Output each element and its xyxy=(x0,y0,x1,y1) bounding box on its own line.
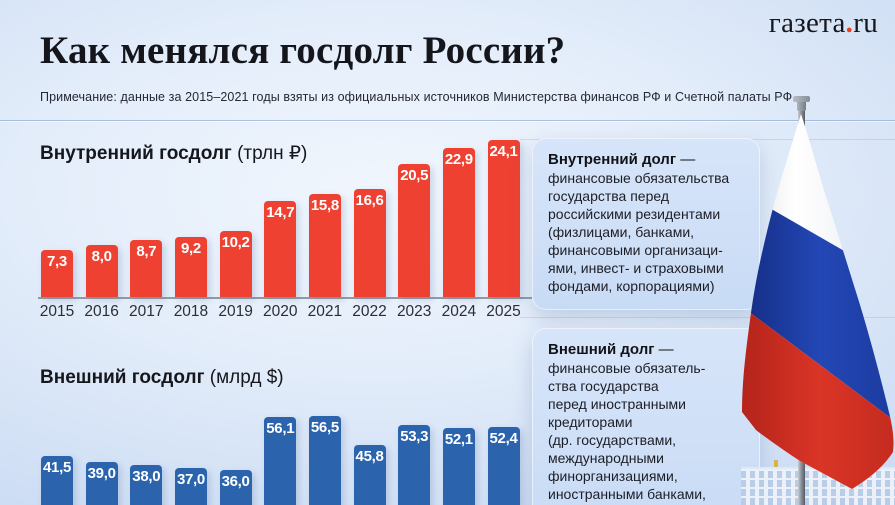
flagpole-finial xyxy=(793,96,810,102)
definition-card-internal: Внутренний долг — финансовые обязательст… xyxy=(532,138,760,310)
bar-value-label: 16,6 xyxy=(355,192,384,210)
x-axis-label-2015: 2015 xyxy=(39,303,75,320)
x-axis-label-2024: 2024 xyxy=(441,303,477,320)
bar-external-5: 56,1 xyxy=(264,417,297,505)
x-axis-label-2021: 2021 xyxy=(307,303,343,320)
bar-2022: 16,6 xyxy=(353,189,386,297)
x-axis-label-2025: 2025 xyxy=(486,303,521,320)
x-axis-label-2016: 2016 xyxy=(84,303,119,320)
bar-2016: 8,0 xyxy=(85,245,118,297)
bar-2019: 10,2 xyxy=(219,230,252,297)
term-text: Внешний долг xyxy=(548,341,655,358)
external-debt-plot: 41,5 39,0 38,0 37,0 36,0 56,1 56,5 45,8 53,3 52,1… xyxy=(38,410,532,505)
bar-value-label: 52,1 xyxy=(444,430,473,448)
x-axis-label-2023: 2023 xyxy=(396,303,432,320)
bar-external-10: 52,4 xyxy=(487,427,520,505)
bar-value-label: 37,0 xyxy=(176,470,205,488)
bar-value-label: 56,1 xyxy=(266,420,295,438)
bar-external-6: 56,5 xyxy=(308,416,341,505)
term-dash: — xyxy=(680,151,696,168)
bar-external-4: 36,0 xyxy=(219,470,252,505)
russian-flag xyxy=(742,114,894,489)
term-dash: — xyxy=(658,341,674,358)
bar-external-9: 52,1 xyxy=(442,427,475,505)
bar-value-label: 45,8 xyxy=(355,447,384,465)
bar-value-label: 15,8 xyxy=(310,197,339,215)
internal-debt-plot: 7,3 2015 8,0 2016 8,7 2017 9,2 2018 10,2 2019 14,7… xyxy=(38,136,532,320)
term-text: Внутренний долг xyxy=(548,151,677,168)
x-axis-label-2020: 2020 xyxy=(263,303,298,320)
bar-2015: 7,3 xyxy=(41,249,73,297)
bar-value-label: 10,2 xyxy=(221,233,250,251)
source-note: Примечание: данные за 2015–2021 годы взя… xyxy=(40,90,796,104)
bar-external-3: 37,0 xyxy=(174,467,207,505)
bar-value-label: 22,9 xyxy=(444,151,473,169)
gazeta-ru-logo: газета.ru xyxy=(769,7,878,40)
definition-term: Внешний долг — xyxy=(548,340,744,359)
bar-value-label: 53,3 xyxy=(400,427,429,445)
bar-value-label: 36,0 xyxy=(221,473,250,491)
bar-value-label: 38,0 xyxy=(132,468,161,486)
bar-2025: 24,1 xyxy=(487,140,520,297)
bar-2024: 22,9 xyxy=(442,148,475,297)
bar-value-label: 56,5 xyxy=(310,419,339,437)
building-ornament xyxy=(774,460,778,467)
bar-2018: 9,2 xyxy=(174,237,207,297)
logo-text-left: газета xyxy=(768,7,846,39)
bar-2020: 14,7 xyxy=(264,201,297,297)
flag-bands xyxy=(742,114,894,489)
bar-2023: 20,5 xyxy=(398,163,431,297)
chart-title-bold: Внутренний госдолг xyxy=(40,143,232,164)
chart-unit-label: (млрд $) xyxy=(209,367,284,388)
bar-external-7: 45,8 xyxy=(353,444,386,505)
page-title: Как менялся госдолг России? xyxy=(40,29,566,72)
internal-debt-chart-title: Внутренний госдолг (трлн ₽) xyxy=(40,142,307,165)
bar-external-2: 38,0 xyxy=(130,465,163,505)
bar-value-label: 9,2 xyxy=(180,240,201,258)
bar-value-label: 39,0 xyxy=(87,465,116,483)
bar-value-label: 41,5 xyxy=(43,458,71,476)
background-seam xyxy=(520,317,895,318)
bar-external-1: 39,0 xyxy=(85,462,118,505)
bar-external-0: 41,5 xyxy=(41,455,73,505)
logo-red-dot: . xyxy=(845,7,854,39)
bar-2017: 8,7 xyxy=(130,240,163,297)
flag-blue-band xyxy=(742,191,894,425)
x-axis-label-2019: 2019 xyxy=(218,303,253,320)
x-axis-label-2022: 2022 xyxy=(352,303,387,320)
chart-unit-label: (трлн ₽) xyxy=(237,143,308,164)
external-debt-chart-title: Внешний госдолг (млрд $) xyxy=(40,367,284,389)
x-axis-label-2017: 2017 xyxy=(129,303,164,320)
bar-value-label: 8,0 xyxy=(91,248,112,265)
definition-term: Внутренний долг — xyxy=(548,150,744,169)
x-axis-label-2018: 2018 xyxy=(173,303,209,320)
government-building-illustration xyxy=(741,458,895,505)
header-divider xyxy=(0,120,895,121)
chart-title-bold: Внешний госдолг xyxy=(40,367,205,388)
bar-value-label: 20,5 xyxy=(400,166,429,184)
bar-value-label: 8,7 xyxy=(136,243,157,261)
definition-body: финансовые обязательства государства пер… xyxy=(548,170,730,294)
bar-2021: 15,8 xyxy=(308,194,341,297)
definition-card-external: Внешний долг — финансовые обязатель- ств… xyxy=(532,328,760,505)
bar-value-label: 52,4 xyxy=(489,430,518,448)
definition-body: финансовые обязатель- ства государства п… xyxy=(548,360,706,502)
bar-external-8: 53,3 xyxy=(398,424,431,505)
bar-value-label: 24,1 xyxy=(489,143,518,161)
bar-value-label: 14,7 xyxy=(266,204,295,222)
flagpole-finial-stem xyxy=(797,102,806,111)
logo-text-right: ru xyxy=(853,7,878,39)
bar-value-label: 7,3 xyxy=(47,252,67,270)
